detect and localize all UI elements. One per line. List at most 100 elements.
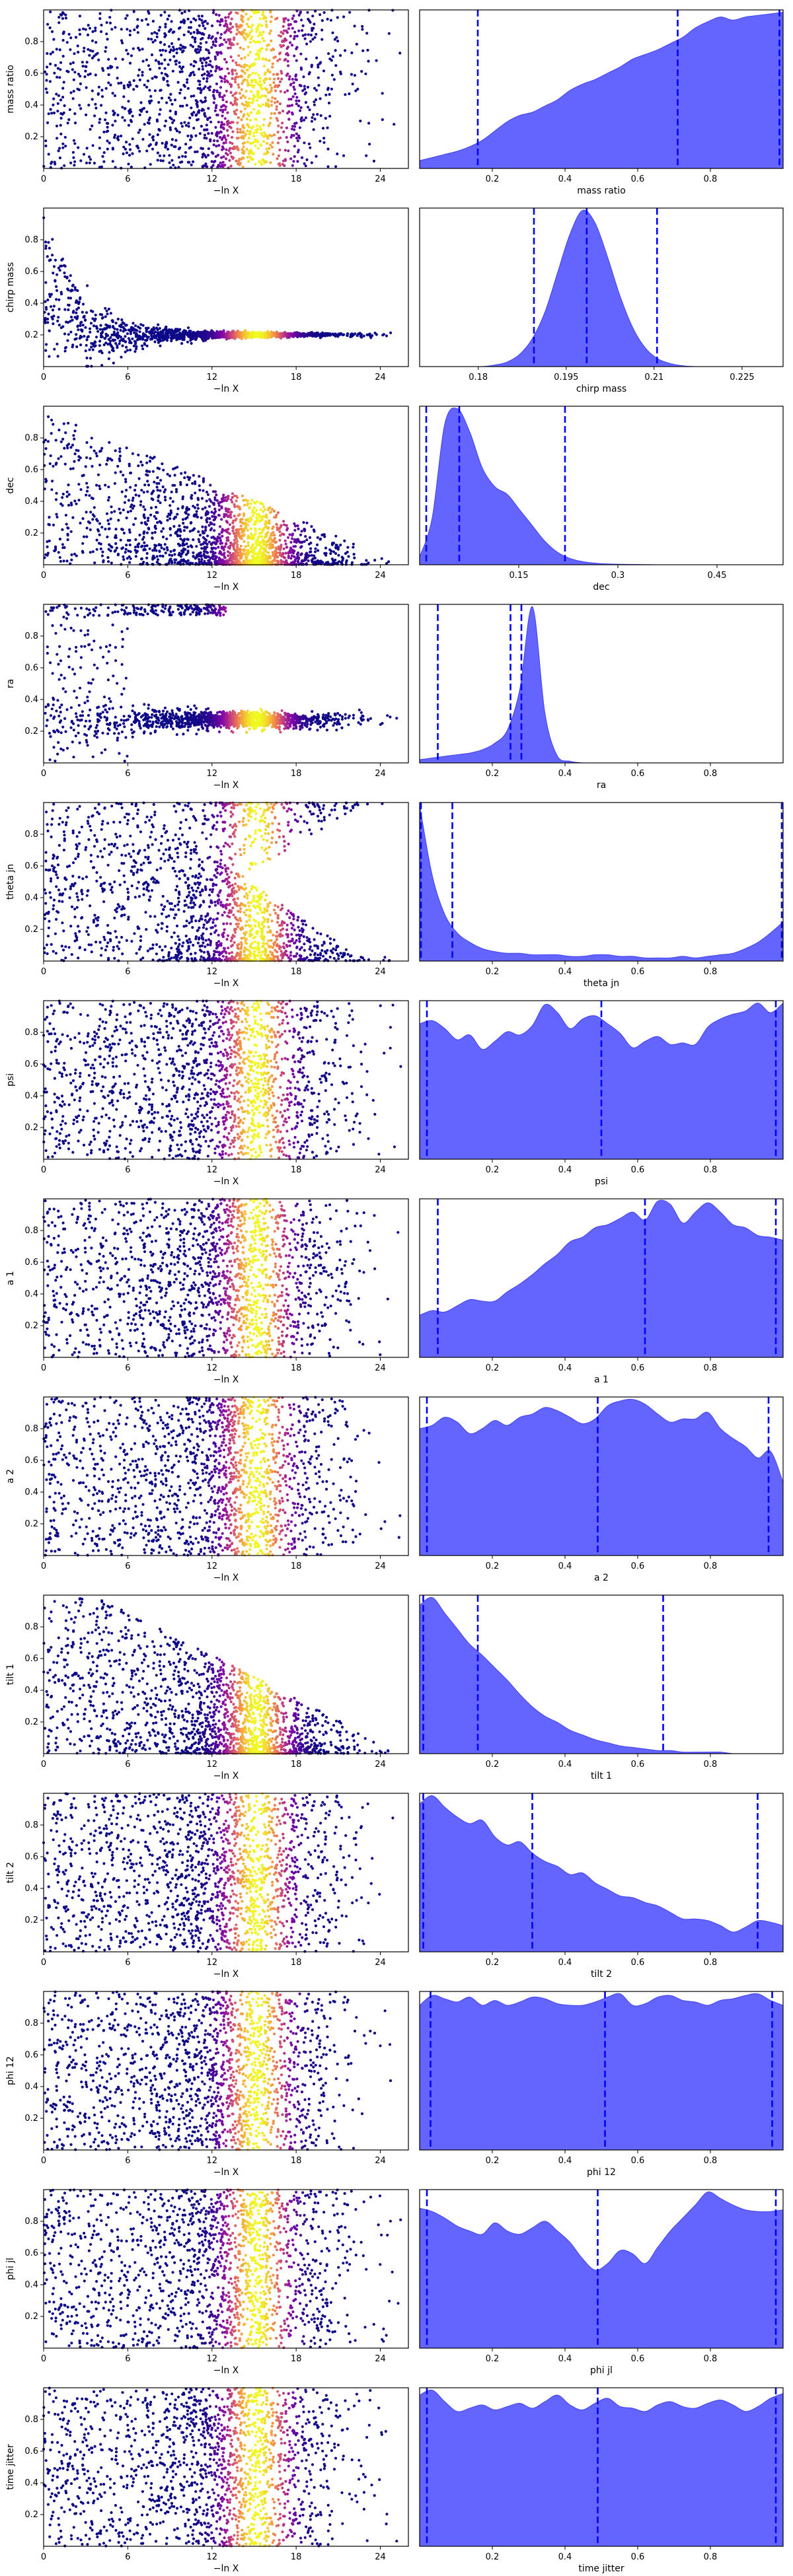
sample-point (135, 85, 138, 88)
sample-point (63, 81, 65, 83)
sample-point (229, 38, 231, 41)
sample-point (139, 129, 141, 131)
sample-point (78, 28, 81, 31)
sample-point (294, 92, 297, 95)
sample-point (124, 148, 127, 151)
sample-point (176, 52, 178, 54)
sample-point (50, 108, 52, 111)
sample-point (184, 155, 187, 158)
sample-point (319, 13, 321, 16)
sample-point (151, 77, 154, 80)
sample-point (124, 107, 126, 110)
sample-point (354, 74, 356, 77)
sample-point (192, 161, 194, 163)
sample-point (178, 65, 181, 68)
sample-point (44, 71, 46, 73)
sample-point (225, 61, 228, 63)
sample-point (101, 95, 104, 98)
sample-point (141, 74, 143, 77)
sample-point (69, 162, 72, 164)
sample-point (295, 137, 298, 139)
sample-point (183, 20, 186, 22)
sample-point (137, 147, 139, 149)
sample-point (230, 83, 233, 86)
sample-point (354, 24, 356, 27)
sample-point (373, 160, 375, 162)
sample-point (354, 89, 357, 92)
sample-point (190, 26, 192, 29)
sample-point (190, 146, 192, 149)
sample-point (208, 72, 210, 75)
sample-point (109, 84, 112, 87)
sample-point (168, 96, 170, 99)
sample-point (100, 104, 102, 106)
sample-point (87, 24, 90, 26)
sample-point (191, 36, 194, 38)
sample-point (114, 112, 116, 114)
sample-point (64, 14, 67, 17)
sample-point (226, 67, 229, 70)
sample-point (124, 119, 126, 122)
sample-point (83, 75, 86, 78)
sample-point (94, 41, 97, 44)
sample-point (169, 110, 172, 112)
sample-point (145, 149, 148, 152)
sample-point (155, 59, 157, 61)
sample-point (216, 90, 219, 93)
sample-point (64, 145, 67, 147)
sample-point (107, 81, 110, 84)
sample-point (44, 145, 47, 147)
sample-point (227, 134, 229, 137)
sample-point (116, 114, 119, 116)
sample-point (89, 27, 91, 30)
sample-point (49, 63, 52, 65)
sample-point (296, 35, 299, 38)
sample-point (187, 30, 190, 33)
sample-point (178, 92, 181, 94)
sample-point (165, 50, 167, 52)
sample-point (299, 84, 301, 87)
sample-point (45, 79, 48, 82)
sample-point (332, 55, 334, 58)
sample-point (320, 114, 322, 117)
sample-point (317, 66, 319, 69)
sample-point (163, 125, 166, 127)
sample-point (367, 60, 369, 63)
sample-point (159, 108, 162, 111)
sample-point (191, 114, 194, 116)
sample-point (181, 105, 184, 108)
sample-point (328, 115, 331, 118)
sample-point (361, 28, 363, 30)
sample-point (170, 20, 173, 22)
sample-point (89, 73, 92, 75)
sample-point (62, 55, 65, 57)
sample-point (282, 110, 284, 112)
sample-point (59, 133, 62, 135)
sample-point (100, 24, 102, 26)
sample-point (305, 101, 307, 104)
sample-point (132, 137, 134, 140)
sample-point (131, 153, 133, 155)
sample-point (148, 133, 151, 136)
sample-point (221, 114, 223, 117)
sample-point (316, 113, 319, 116)
sample-point (184, 46, 186, 49)
sample-point (184, 151, 187, 154)
sample-point (100, 30, 102, 33)
sample-point (365, 155, 367, 157)
sample-point (92, 144, 94, 147)
sample-point (192, 127, 195, 129)
sample-point (141, 48, 144, 50)
sample-point (311, 15, 314, 17)
sample-point (184, 96, 186, 99)
sample-point (122, 95, 125, 98)
sample-point (227, 72, 230, 75)
sample-point (148, 122, 151, 125)
sample-point (292, 15, 295, 17)
sample-point (334, 49, 337, 52)
sample-point (226, 129, 229, 131)
sample-point (81, 61, 84, 63)
sample-point (63, 112, 65, 114)
sample-point (186, 135, 189, 137)
sample-point (293, 155, 296, 158)
